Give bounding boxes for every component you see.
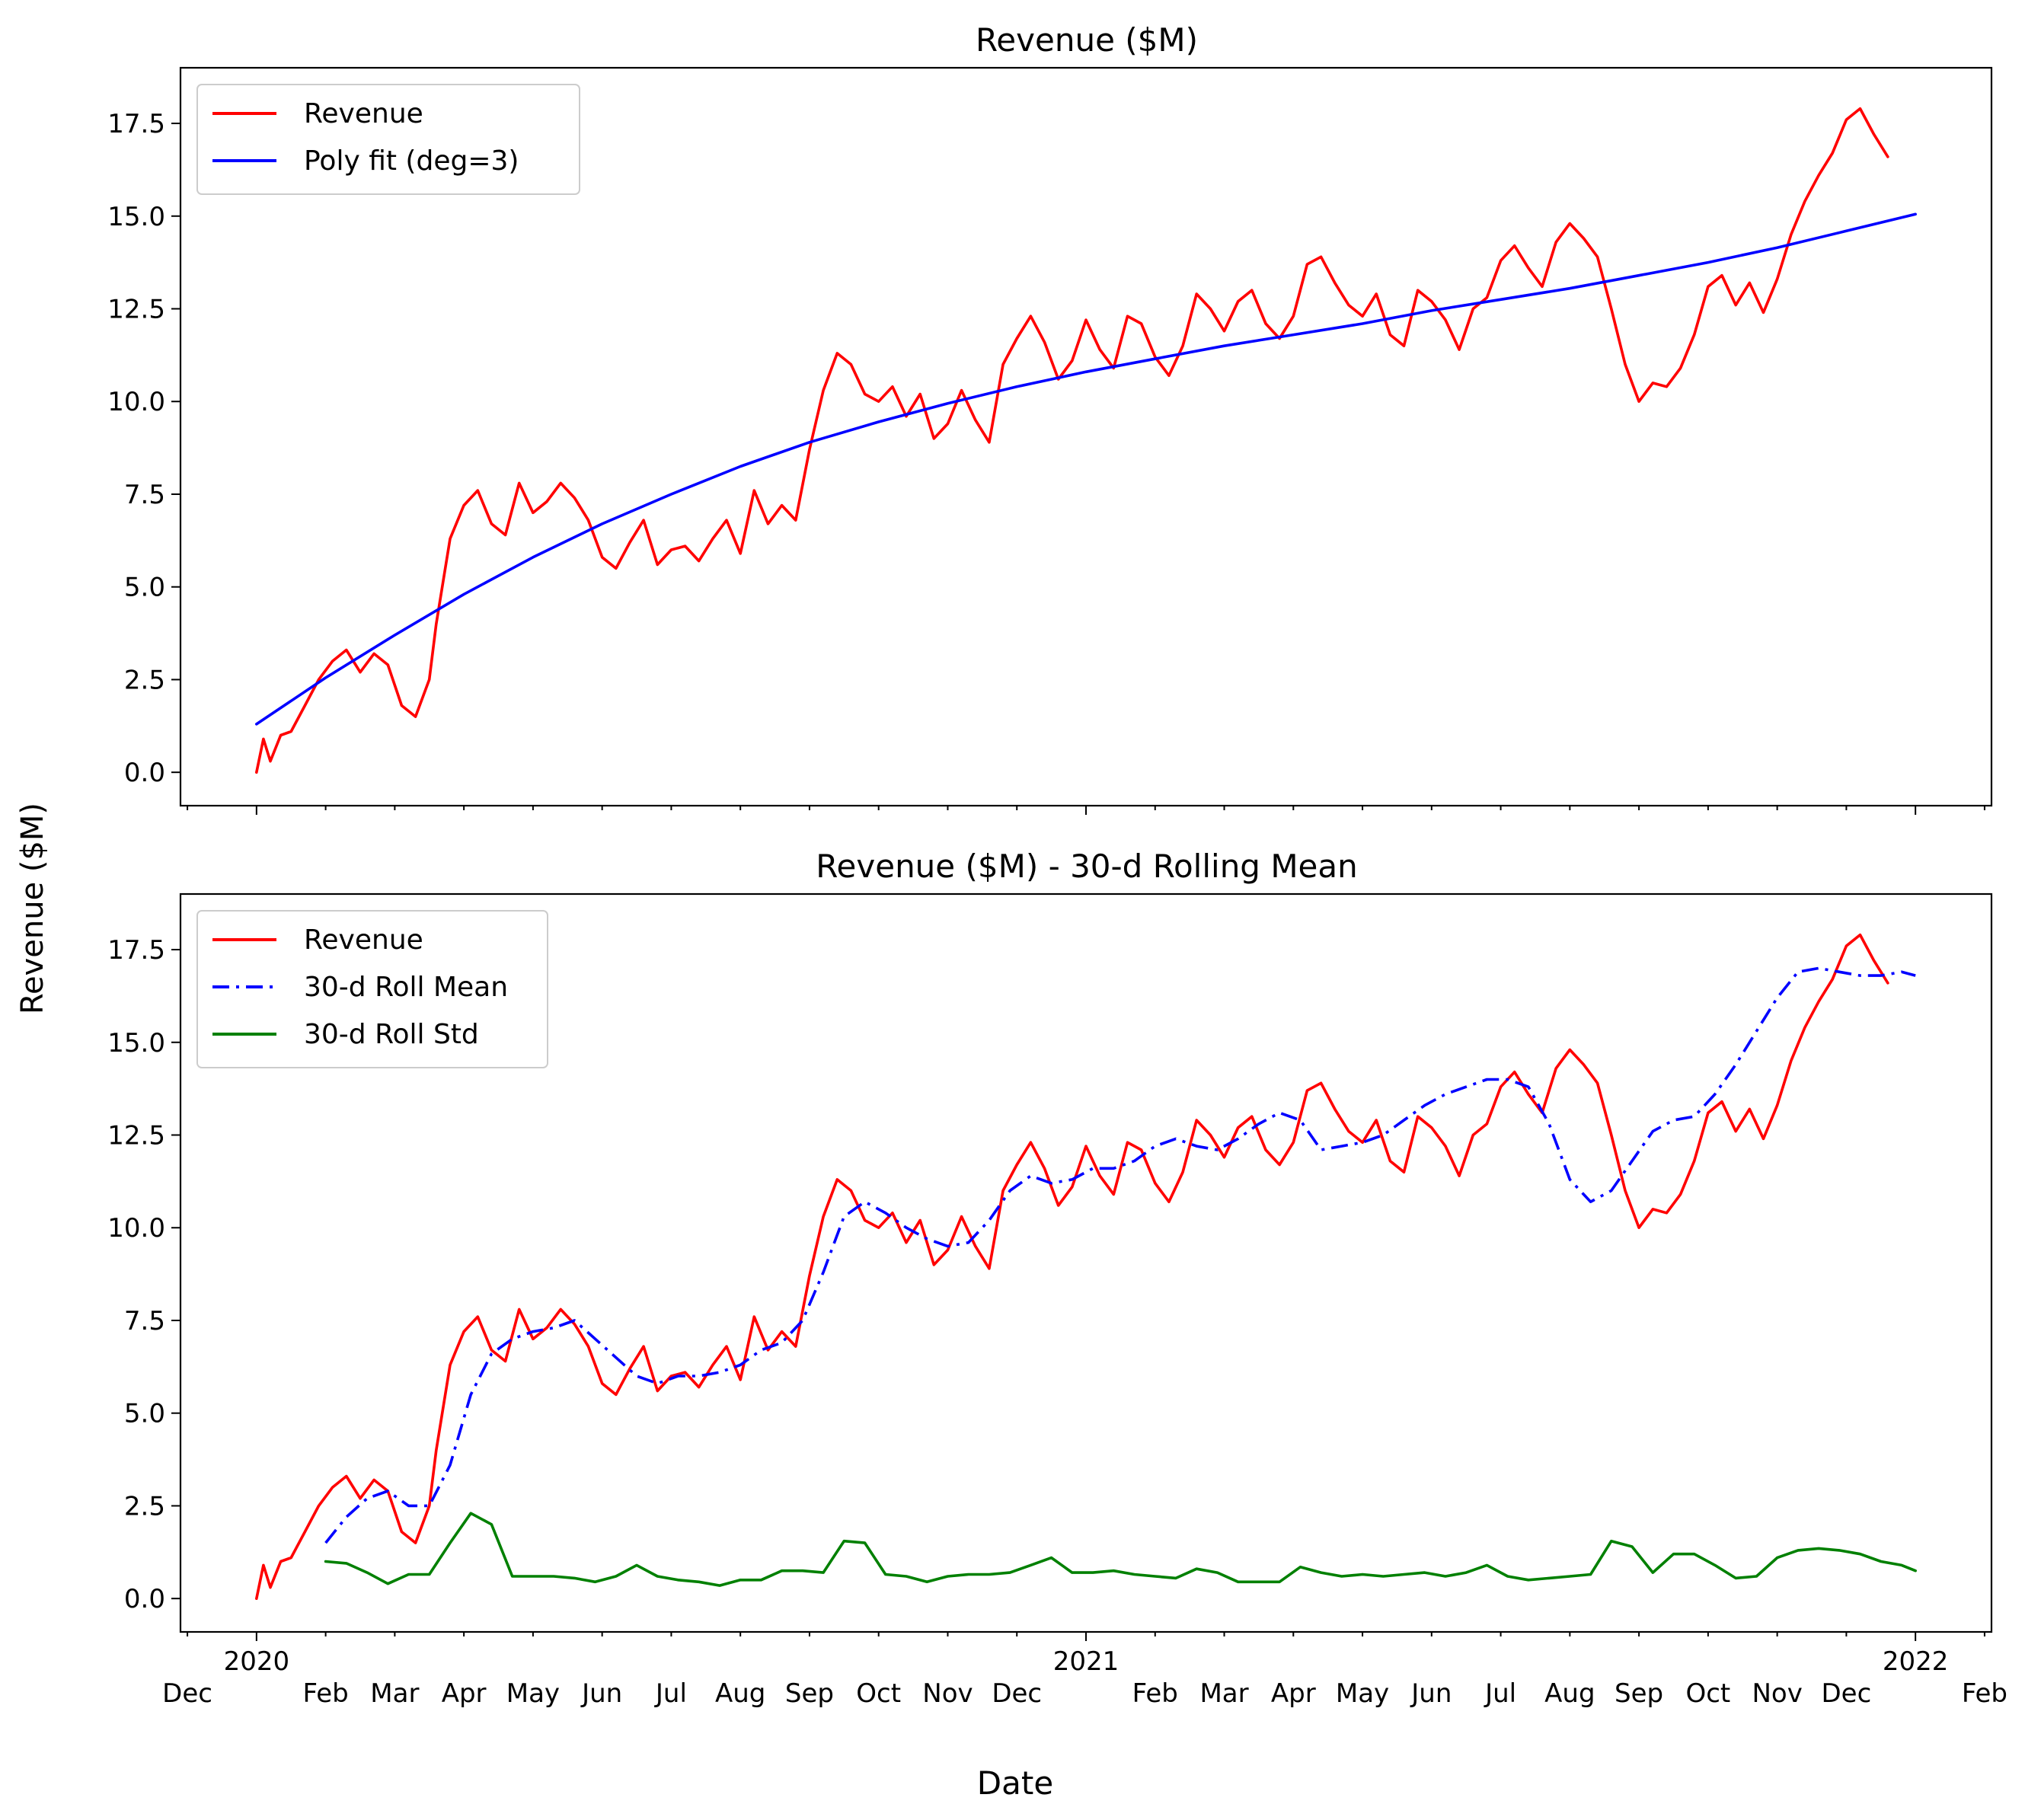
top-y-tick-label: 2.5 xyxy=(124,665,165,695)
bottom-legend-label-30-d-roll-mean: 30-d Roll Mean xyxy=(304,972,508,1003)
top-series-poly-fit-deg-3 xyxy=(254,212,1917,726)
bottom-chart-x-axis: 2020 2021 2022 Dec Feb Mar Apr May Jun Jul Aug Sep O… xyxy=(162,1632,2007,1709)
bottom-chart-series xyxy=(254,933,1917,1600)
bottom-y-tick-label: 10.0 xyxy=(107,1213,165,1244)
x-month-label: Apr xyxy=(1271,1678,1316,1709)
bottom-series-30-d-roll-std xyxy=(324,1512,1917,1587)
top-y-tick-label: 10.0 xyxy=(107,387,165,417)
x-year-label: 2021 xyxy=(1053,1646,1119,1677)
top-legend-label-revenue: Revenue xyxy=(304,98,423,129)
top-y-tick-label: 7.5 xyxy=(124,480,165,510)
top-chart-title: Revenue ($M) xyxy=(976,21,1198,59)
bottom-series-30-d-roll-mean xyxy=(324,966,1916,1544)
x-month-label: Mar xyxy=(370,1678,419,1709)
x-month-label: Feb xyxy=(303,1678,349,1709)
x-month-label: Oct xyxy=(1685,1678,1730,1709)
bottom-y-tick-label: 0.0 xyxy=(124,1584,165,1614)
x-year-label: 2020 xyxy=(224,1646,290,1677)
x-month-label: May xyxy=(506,1678,560,1709)
x-month-label: Jun xyxy=(1410,1678,1452,1709)
bottom-y-tick-label: 12.5 xyxy=(107,1121,165,1151)
bottom-y-tick-label: 2.5 xyxy=(124,1491,165,1521)
top-chart-y-axis: 0.0 2.5 5.0 7.5 10.0 12.5 15.0 17.5 xyxy=(107,109,180,788)
x-month-label: Feb xyxy=(1962,1678,2007,1709)
x-month-label: Nov xyxy=(1752,1678,1802,1709)
bottom-y-tick-label: 15.0 xyxy=(107,1028,165,1058)
top-chart-axes-frame xyxy=(179,66,1993,807)
x-month-label: Oct xyxy=(856,1678,901,1709)
bottom-series-revenue xyxy=(254,933,1889,1600)
x-month-label: May xyxy=(1336,1678,1389,1709)
x-month-label: Aug xyxy=(1544,1678,1595,1709)
x-month-label: Dec xyxy=(162,1678,212,1709)
top-y-tick-label: 0.0 xyxy=(124,758,165,788)
x-month-label: Sep xyxy=(785,1678,834,1709)
bottom-chart-panel: Revenue ($M) - 30-d Rolling Mean 0.0 2.5 5… xyxy=(107,848,2007,1709)
x-month-label: Dec xyxy=(1821,1678,1871,1709)
x-year-label: 2022 xyxy=(1883,1646,1949,1677)
bottom-legend-label-30-d-roll-std: 30-d Roll Std xyxy=(304,1019,479,1050)
figure-xlabel: Date xyxy=(977,1764,1053,1802)
x-month-label: Mar xyxy=(1199,1678,1248,1709)
top-legend-box xyxy=(196,84,580,195)
top-chart-series xyxy=(254,107,1917,774)
bottom-legend-label-revenue: Revenue xyxy=(304,924,423,956)
bottom-y-tick-label: 17.5 xyxy=(107,935,165,966)
top-chart-panel: Revenue ($M) 0.0 2.5 5.0 7.5 10.0 12.5 15.0 17.… xyxy=(107,21,1993,815)
bottom-legend-box xyxy=(196,910,548,1068)
bottom-chart-axes-frame xyxy=(179,892,1993,1633)
bottom-y-tick-label: 5.0 xyxy=(124,1399,165,1429)
x-month-label: Dec xyxy=(992,1678,1042,1709)
bottom-chart-legend: Revenue 30-d Roll Mean 30-d Roll Std xyxy=(196,910,548,1068)
x-month-label: Jun xyxy=(580,1678,622,1709)
top-legend-label-poly-fit-deg-3: Poly fit (deg=3) xyxy=(304,145,519,177)
x-month-label: Aug xyxy=(715,1678,765,1709)
x-month-label: Sep xyxy=(1615,1678,1663,1709)
top-y-tick-label: 5.0 xyxy=(124,573,165,603)
top-series-revenue xyxy=(254,107,1889,774)
x-month-label: Jul xyxy=(654,1678,687,1709)
bottom-y-tick-label: 7.5 xyxy=(124,1306,165,1336)
bottom-chart-title: Revenue ($M) - 30-d Rolling Mean xyxy=(816,848,1358,885)
top-chart-legend: Revenue Poly fit (deg=3) xyxy=(196,84,580,195)
top-y-tick-label: 12.5 xyxy=(107,295,165,325)
x-month-label: Apr xyxy=(442,1678,487,1709)
top-y-tick-label: 17.5 xyxy=(107,109,165,139)
x-month-label: Nov xyxy=(922,1678,973,1709)
figure-ylabel: Revenue ($M) xyxy=(15,803,50,1014)
top-y-tick-label: 15.0 xyxy=(107,202,165,232)
bottom-chart-y-axis: 0.0 2.5 5.0 7.5 10.0 12.5 15.0 17.5 xyxy=(107,935,180,1614)
x-month-label: Jul xyxy=(1484,1678,1516,1709)
x-month-label: Feb xyxy=(1132,1678,1178,1709)
